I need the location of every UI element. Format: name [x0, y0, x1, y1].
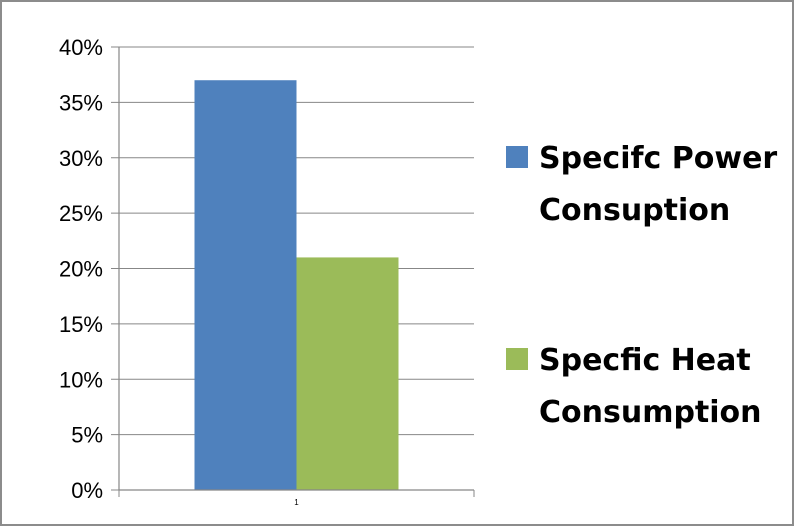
- legend: Specifc Power Consuption Specfic Heat Consu…: [506, 141, 777, 430]
- y-tick-label: 20%: [59, 257, 103, 282]
- x-axis-tick-labels: 1: [294, 498, 299, 507]
- axes: [118, 47, 475, 497]
- legend-label: Consumption: [539, 395, 762, 430]
- bars: [194, 80, 399, 490]
- y-tick-label: 35%: [59, 90, 103, 115]
- y-tick-label: 25%: [59, 201, 103, 226]
- bar-heat: [296, 257, 399, 490]
- y-tick-label: 0%: [71, 478, 103, 503]
- legend-label: Specifc Power: [539, 141, 777, 176]
- legend-label: Specfic Heat: [539, 343, 751, 378]
- y-tick-label: 10%: [59, 367, 103, 392]
- legend-swatch: [506, 348, 528, 370]
- y-tick-label: 40%: [59, 35, 103, 60]
- y-tick-label: 5%: [71, 423, 103, 448]
- y-axis-tick-labels: 0% 5% 10% 15% 20% 25% 30% 35% 40%: [59, 35, 103, 503]
- y-tick-label: 30%: [59, 146, 103, 171]
- bar-power: [194, 80, 297, 490]
- legend-label: Consuption: [539, 193, 730, 228]
- legend-swatch: [506, 146, 528, 168]
- y-tick-label: 15%: [59, 312, 103, 337]
- x-tick-label: 1: [294, 498, 299, 507]
